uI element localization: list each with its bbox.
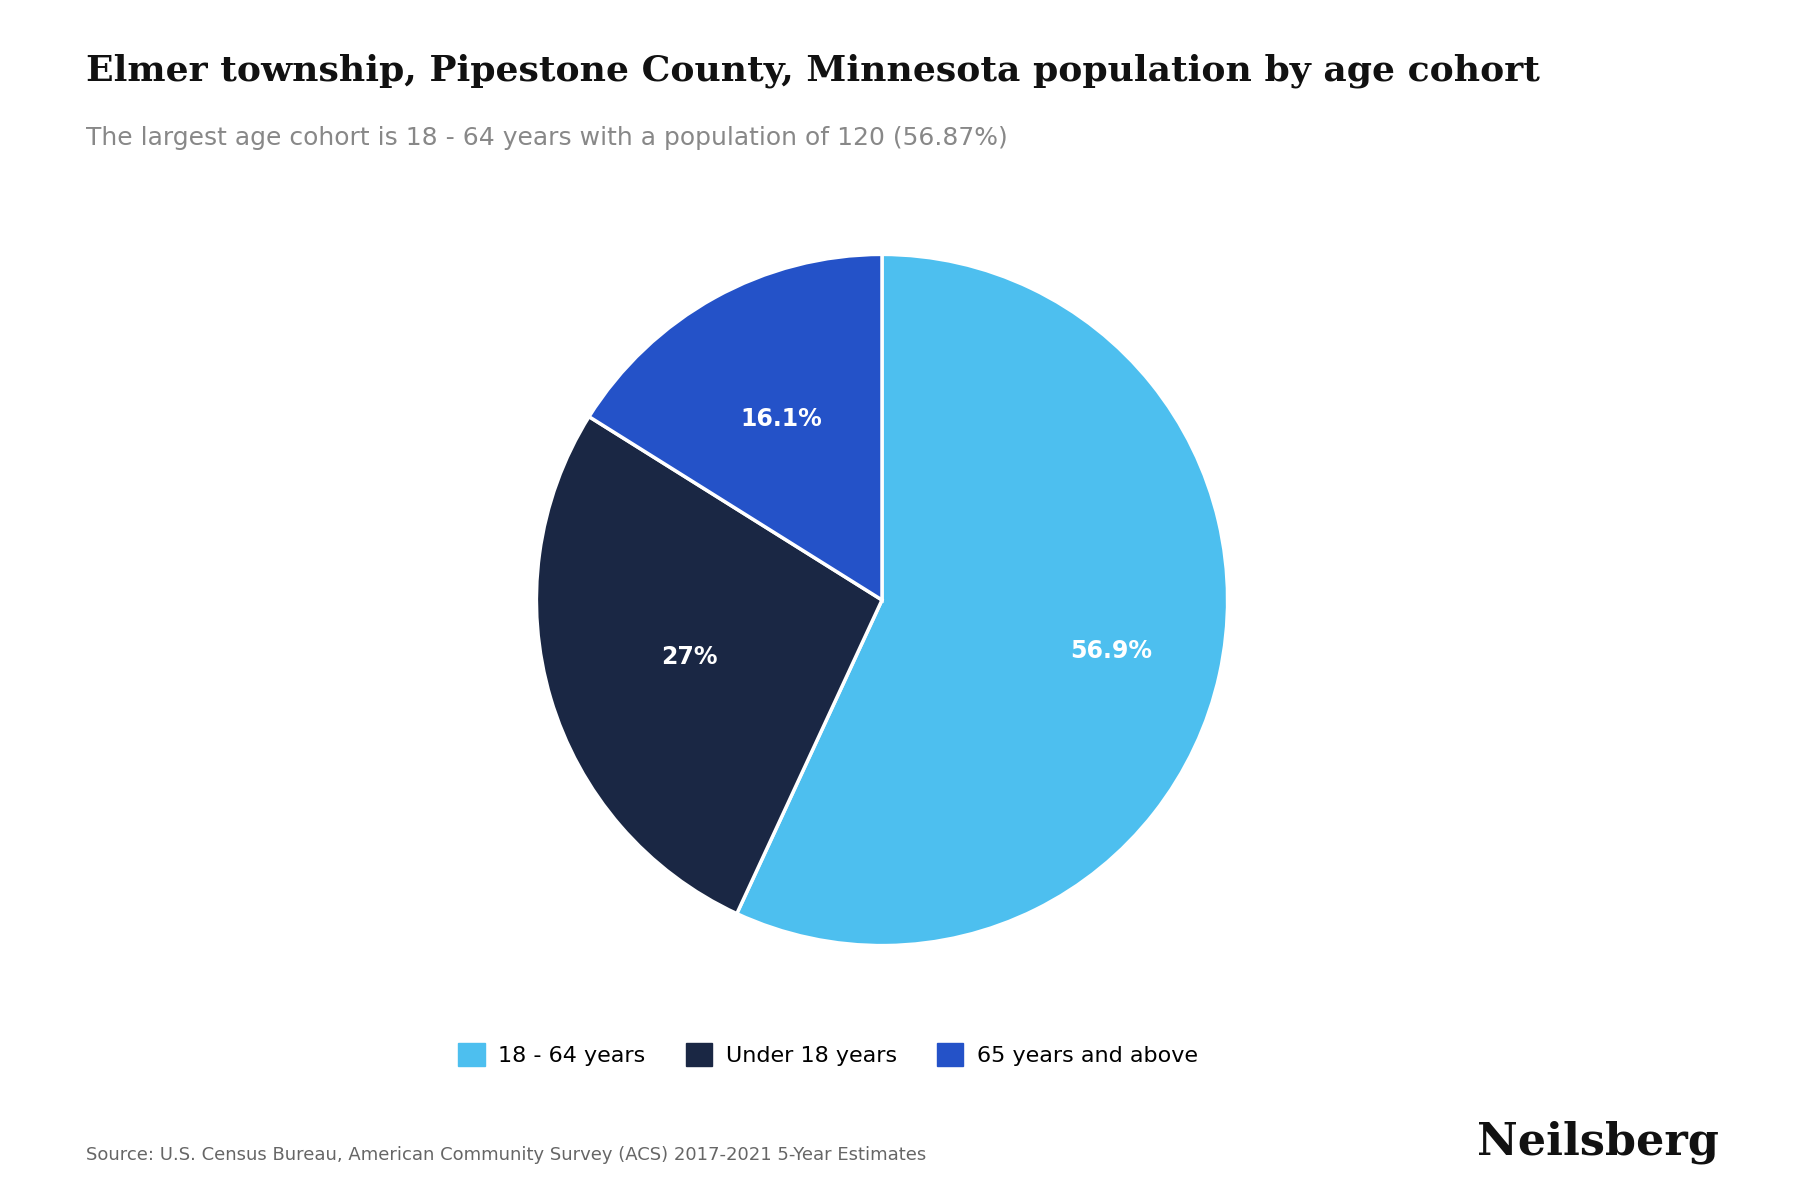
Wedge shape [589, 254, 882, 600]
Wedge shape [736, 254, 1228, 946]
Text: Source: U.S. Census Bureau, American Community Survey (ACS) 2017-2021 5-Year Est: Source: U.S. Census Bureau, American Com… [86, 1146, 927, 1164]
Legend: 18 - 64 years, Under 18 years, 65 years and above: 18 - 64 years, Under 18 years, 65 years … [450, 1034, 1206, 1075]
Text: 27%: 27% [662, 646, 718, 670]
Text: 16.1%: 16.1% [740, 407, 823, 431]
Wedge shape [536, 416, 882, 913]
Text: Elmer township, Pipestone County, Minnesota population by age cohort: Elmer township, Pipestone County, Minnes… [86, 54, 1541, 89]
Text: 56.9%: 56.9% [1071, 638, 1152, 662]
Text: Neilsberg: Neilsberg [1478, 1121, 1719, 1164]
Text: The largest age cohort is 18 - 64 years with a population of 120 (56.87%): The largest age cohort is 18 - 64 years … [86, 126, 1008, 150]
